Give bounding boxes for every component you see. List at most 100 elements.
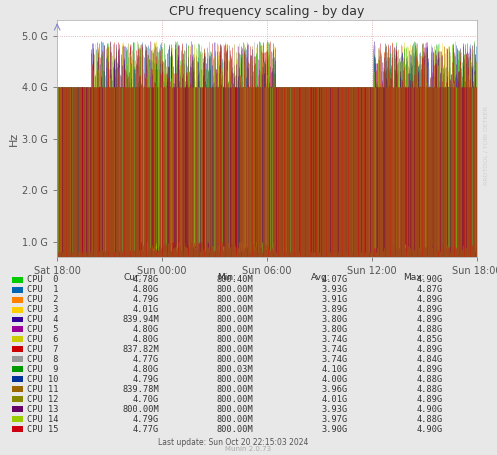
Text: 4.88G: 4.88G xyxy=(416,325,442,334)
Text: 4.79G: 4.79G xyxy=(133,415,159,424)
Text: 3.74G: 3.74G xyxy=(322,335,348,344)
Text: CPU  5: CPU 5 xyxy=(27,325,59,334)
Text: 800.03M: 800.03M xyxy=(217,365,253,374)
Text: CPU  2: CPU 2 xyxy=(27,295,59,304)
Text: Munin 2.0.73: Munin 2.0.73 xyxy=(226,446,271,452)
Text: CPU 14: CPU 14 xyxy=(27,415,59,424)
Text: 3.93G: 3.93G xyxy=(322,404,348,414)
Text: 4.80G: 4.80G xyxy=(133,325,159,334)
Text: 4.78G: 4.78G xyxy=(133,275,159,284)
Text: 800.00M: 800.00M xyxy=(217,345,253,354)
Text: 4.77G: 4.77G xyxy=(133,425,159,434)
Text: 4.80G: 4.80G xyxy=(133,335,159,344)
Bar xyxy=(12,297,23,303)
Text: 3.80G: 3.80G xyxy=(322,325,348,334)
Text: 800.00M: 800.00M xyxy=(217,325,253,334)
Text: 800.00M: 800.00M xyxy=(217,295,253,304)
Text: 4.89G: 4.89G xyxy=(416,295,442,304)
Text: CPU  4: CPU 4 xyxy=(27,315,59,324)
Text: 4.80G: 4.80G xyxy=(133,285,159,294)
Bar xyxy=(12,406,23,412)
Text: 4.00G: 4.00G xyxy=(322,375,348,384)
Text: 800.00M: 800.00M xyxy=(217,425,253,434)
Text: 839.78M: 839.78M xyxy=(122,385,159,394)
Text: CPU  8: CPU 8 xyxy=(27,355,59,364)
Text: CPU 13: CPU 13 xyxy=(27,404,59,414)
Bar xyxy=(12,277,23,283)
Bar xyxy=(12,396,23,402)
Text: CPU  1: CPU 1 xyxy=(27,285,59,294)
Text: 3.91G: 3.91G xyxy=(322,295,348,304)
Bar xyxy=(12,336,23,343)
Text: 3.93G: 3.93G xyxy=(322,285,348,294)
Text: 4.07G: 4.07G xyxy=(322,275,348,284)
Bar xyxy=(12,317,23,323)
Text: 4.88G: 4.88G xyxy=(416,375,442,384)
Text: 800.00M: 800.00M xyxy=(217,315,253,324)
Text: 4.90G: 4.90G xyxy=(416,404,442,414)
Bar xyxy=(12,376,23,382)
Text: Max:: Max: xyxy=(404,273,425,282)
Text: 4.89G: 4.89G xyxy=(416,395,442,404)
Text: 4.01G: 4.01G xyxy=(133,305,159,314)
Bar xyxy=(12,346,23,352)
Text: 3.96G: 3.96G xyxy=(322,385,348,394)
Text: 800.00M: 800.00M xyxy=(217,285,253,294)
Text: CPU 10: CPU 10 xyxy=(27,375,59,384)
Text: 800.00M: 800.00M xyxy=(217,375,253,384)
Text: CPU 15: CPU 15 xyxy=(27,425,59,434)
Bar xyxy=(12,416,23,422)
Text: 3.74G: 3.74G xyxy=(322,355,348,364)
Text: 800.00M: 800.00M xyxy=(122,404,159,414)
Text: CPU  3: CPU 3 xyxy=(27,305,59,314)
Text: 4.89G: 4.89G xyxy=(416,345,442,354)
Text: CPU  7: CPU 7 xyxy=(27,345,59,354)
Text: 3.74G: 3.74G xyxy=(322,345,348,354)
Text: 3.80G: 3.80G xyxy=(322,315,348,324)
Text: 4.85G: 4.85G xyxy=(416,335,442,344)
Text: 800.00M: 800.00M xyxy=(217,385,253,394)
Text: 4.89G: 4.89G xyxy=(416,305,442,314)
Text: 4.90G: 4.90G xyxy=(416,275,442,284)
Text: 800.00M: 800.00M xyxy=(217,404,253,414)
Bar xyxy=(12,366,23,372)
Text: 800.00M: 800.00M xyxy=(217,415,253,424)
Text: 800.00M: 800.00M xyxy=(217,335,253,344)
Y-axis label: Hz: Hz xyxy=(9,131,19,146)
Text: CPU 12: CPU 12 xyxy=(27,395,59,404)
Text: 4.90G: 4.90G xyxy=(416,425,442,434)
Bar xyxy=(12,386,23,392)
Text: 800.00M: 800.00M xyxy=(217,395,253,404)
Text: Min:: Min: xyxy=(217,273,236,282)
Bar xyxy=(12,356,23,362)
Text: 4.79G: 4.79G xyxy=(133,375,159,384)
Bar xyxy=(12,287,23,293)
Text: RRDTOOL / TOBI OETKER: RRDTOOL / TOBI OETKER xyxy=(483,106,488,185)
Text: 3.90G: 3.90G xyxy=(322,425,348,434)
Text: CPU 11: CPU 11 xyxy=(27,385,59,394)
Text: 839.94M: 839.94M xyxy=(122,315,159,324)
Text: 800.00M: 800.00M xyxy=(217,355,253,364)
Bar xyxy=(12,307,23,313)
Text: 800.40M: 800.40M xyxy=(217,275,253,284)
Text: 4.89G: 4.89G xyxy=(416,365,442,374)
Text: CPU  6: CPU 6 xyxy=(27,335,59,344)
Text: 4.87G: 4.87G xyxy=(416,285,442,294)
Text: 800.00M: 800.00M xyxy=(217,305,253,314)
Text: 3.97G: 3.97G xyxy=(322,415,348,424)
Text: Avg:: Avg: xyxy=(311,273,331,282)
Text: 4.88G: 4.88G xyxy=(416,385,442,394)
Text: 4.89G: 4.89G xyxy=(416,315,442,324)
Text: 4.80G: 4.80G xyxy=(133,365,159,374)
Text: 4.10G: 4.10G xyxy=(322,365,348,374)
Text: CPU  0: CPU 0 xyxy=(27,275,59,284)
Text: Last update: Sun Oct 20 22:15:03 2024: Last update: Sun Oct 20 22:15:03 2024 xyxy=(158,438,308,447)
Text: CPU  9: CPU 9 xyxy=(27,365,59,374)
Text: 4.70G: 4.70G xyxy=(133,395,159,404)
Bar xyxy=(12,426,23,432)
Text: 837.82M: 837.82M xyxy=(122,345,159,354)
Text: 4.84G: 4.84G xyxy=(416,355,442,364)
Bar xyxy=(12,327,23,333)
Text: 4.01G: 4.01G xyxy=(322,395,348,404)
Text: 3.89G: 3.89G xyxy=(322,305,348,314)
